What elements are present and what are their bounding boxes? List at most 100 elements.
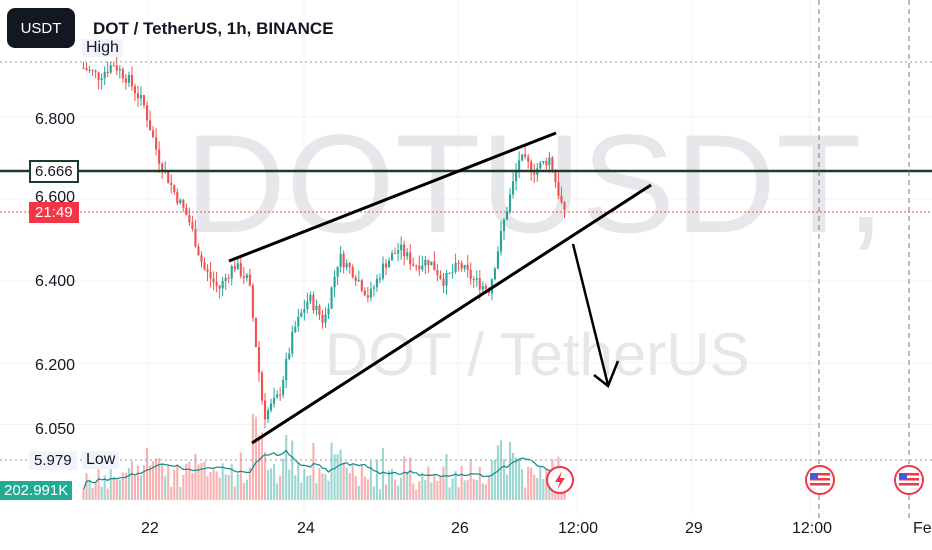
candle-body	[499, 231, 503, 252]
volume-bar	[378, 489, 382, 500]
volume-bar	[515, 457, 518, 500]
candle-body	[136, 93, 140, 99]
candle-body	[88, 70, 91, 72]
candle-body	[339, 253, 342, 267]
candle-body	[218, 285, 221, 289]
level-price-tag[interactable]: 6.666	[29, 160, 79, 183]
candle-body	[397, 250, 400, 254]
volume-bar	[200, 462, 203, 500]
candle-body	[363, 290, 366, 296]
volume-bar	[176, 464, 179, 500]
candle-body	[161, 163, 164, 172]
volume-bar	[451, 478, 454, 500]
candle-body	[270, 403, 273, 411]
candle-body	[227, 277, 230, 279]
volume-bar	[206, 476, 209, 500]
volume-bar	[188, 461, 191, 500]
volume-bar	[418, 481, 421, 500]
candle-body	[179, 199, 182, 204]
volume-bar	[100, 486, 103, 500]
candle-body	[430, 261, 433, 266]
volume-bar	[103, 475, 106, 500]
x-label-feb: Feb	[913, 520, 932, 537]
volume-bar	[164, 476, 167, 500]
volume-bar	[257, 435, 261, 500]
candle-body	[170, 182, 173, 185]
candle-body	[496, 251, 499, 269]
volume-bar	[155, 458, 158, 500]
candle-body	[330, 287, 333, 309]
channel-lower-trendline[interactable]	[251, 183, 652, 445]
volume-bar	[354, 476, 357, 500]
volume-bar	[502, 459, 506, 500]
volume-bar	[170, 486, 173, 500]
candle-body	[354, 277, 357, 282]
candle-body	[518, 160, 521, 171]
symbol-title[interactable]: DOT / TetherUS, 1h, BINANCE	[93, 19, 334, 38]
volume-bar	[294, 475, 297, 500]
candle-body	[282, 379, 285, 395]
volume-bar	[239, 452, 242, 500]
candle-body	[366, 295, 369, 298]
x-axis-labels: 22 24 26 12:00 29 12:00 Feb	[141, 520, 932, 537]
candle-body	[266, 410, 270, 420]
volume-bar	[112, 476, 115, 500]
candle-body	[263, 400, 267, 420]
volume-bar	[330, 442, 333, 500]
volume-bar	[342, 463, 345, 500]
candle-body	[448, 272, 451, 274]
volume-bar	[424, 479, 427, 500]
candle-body	[324, 314, 327, 323]
us-flag-icon[interactable]	[894, 465, 924, 495]
volume-bar	[118, 479, 121, 500]
volume-ma-line	[82, 449, 565, 490]
candle-body	[82, 67, 85, 69]
candle-body	[475, 278, 478, 280]
volume-bar	[348, 473, 351, 500]
volume-bar	[306, 476, 309, 500]
candle-body	[384, 263, 388, 268]
volume-bar	[233, 486, 236, 500]
volume-bar	[448, 487, 451, 500]
volume-bar	[303, 469, 306, 500]
candle-body	[245, 274, 248, 278]
volume-bar	[372, 486, 375, 500]
us-flag-icon[interactable]	[805, 465, 835, 495]
currency-button[interactable]: USDT	[7, 8, 75, 48]
volume-bar	[224, 474, 227, 500]
candle-body	[533, 172, 536, 175]
watermark-sub: DOT / TetherUS	[325, 321, 750, 388]
volume-bar	[394, 479, 397, 500]
volume-bar	[321, 473, 324, 500]
volume-bar	[152, 461, 155, 500]
down-arrow-shaft[interactable]	[571, 243, 610, 386]
candle-body	[548, 157, 551, 166]
volume-bar	[351, 465, 354, 500]
volume-bars	[82, 413, 566, 500]
candle-body	[333, 276, 336, 288]
volume-bar	[88, 479, 91, 500]
volume-bar	[282, 458, 285, 500]
channel-upper-trendline[interactable]	[228, 131, 557, 263]
volume-bar	[285, 434, 288, 500]
candle-body	[121, 69, 124, 79]
candle-body	[139, 95, 143, 99]
candle-body	[484, 286, 487, 290]
volume-bar	[203, 461, 206, 500]
candle-body	[85, 67, 88, 71]
candle-body	[415, 265, 418, 267]
volume-bar	[273, 463, 276, 500]
candle-body	[203, 262, 206, 270]
candle-body	[306, 301, 309, 310]
candle-body	[106, 71, 109, 73]
volume-bar	[248, 467, 251, 500]
candle-body	[318, 305, 321, 316]
flash-icon[interactable]	[546, 466, 574, 494]
candle-body	[152, 130, 155, 138]
candle-body	[212, 278, 215, 283]
candle-body	[312, 294, 315, 311]
volume-bar	[469, 459, 472, 500]
candle-body	[100, 78, 103, 80]
candle-body	[472, 278, 475, 280]
